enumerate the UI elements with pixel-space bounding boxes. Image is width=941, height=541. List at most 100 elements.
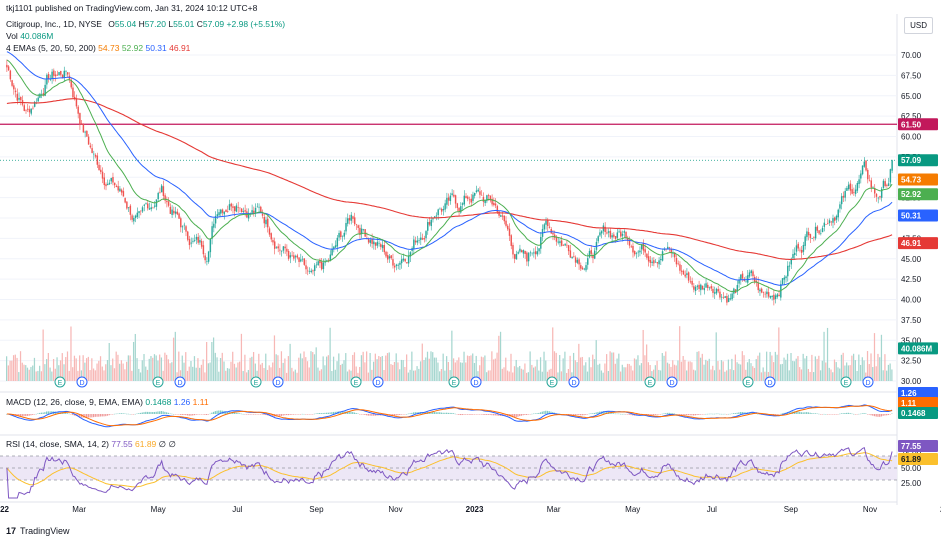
- macd-hist-bar: [237, 413, 239, 414]
- candle-body: [105, 184, 107, 187]
- candle-body: [357, 225, 359, 228]
- macd-hist-bar: [442, 412, 444, 414]
- macd-legend[interactable]: MACD (12, 26, close, 9, EMA, EMA) 0.1468…: [6, 397, 209, 408]
- volume-bar: [181, 355, 183, 381]
- volume-bar: [14, 354, 16, 381]
- volume-bar: [656, 360, 658, 381]
- volume-bar: [666, 362, 669, 381]
- volume-bar: [552, 327, 554, 381]
- low-label: L: [168, 19, 174, 29]
- volume-bar: [792, 360, 794, 381]
- volume-bar: [284, 358, 286, 381]
- volume-bar: [336, 361, 338, 381]
- volume-bar: [875, 366, 877, 381]
- currency-button[interactable]: USD: [904, 17, 933, 34]
- macd-hist-bar: [680, 414, 683, 415]
- volume-bar: [233, 363, 236, 381]
- candle-body: [639, 250, 641, 253]
- macd-hist-bar: [852, 413, 855, 415]
- macd-hist-bar: [844, 412, 846, 414]
- macd-hist-bar: [226, 411, 229, 414]
- candle-body: [875, 193, 878, 197]
- candle-body: [348, 218, 351, 221]
- macd-hist-bar: [355, 412, 357, 414]
- macd-hist-bar: [143, 412, 145, 414]
- volume-bar: [379, 356, 382, 381]
- candle-body: [686, 273, 688, 275]
- symbol-legend: Citigroup, Inc., 1D, NYSE O55.04 H57.20 …: [6, 19, 285, 30]
- candle-body: [107, 183, 109, 186]
- volume-legend[interactable]: Vol 40.086M: [6, 31, 53, 42]
- candle-body: [675, 257, 678, 265]
- candle-body: [700, 284, 702, 291]
- rsi-empty-1: ∅: [158, 439, 167, 449]
- volume-bar: [259, 364, 262, 381]
- macd-hist-bar: [512, 414, 514, 418]
- macd-hist-bar: [89, 414, 91, 418]
- volume-bar: [684, 359, 686, 381]
- volume-bar: [146, 369, 149, 381]
- volume-bar: [795, 358, 797, 381]
- symbol-name[interactable]: Citigroup, Inc., 1D, NYSE: [6, 19, 102, 29]
- volume-bar: [519, 365, 521, 381]
- candle-body: [512, 244, 514, 255]
- volume-bar: [58, 365, 60, 381]
- candle-body: [781, 278, 784, 285]
- volume-bar: [153, 354, 156, 381]
- candle-body: [200, 240, 203, 247]
- volume-bar: [89, 370, 91, 381]
- candle-body: [842, 195, 845, 198]
- ema-legend[interactable]: 4 EMAs (5, 20, 50, 200) 54.73 52.92 50.3…: [6, 43, 190, 54]
- volume-bar: [698, 351, 700, 381]
- volume-bar: [52, 358, 55, 381]
- rsi-empty-2: ∅: [168, 439, 176, 449]
- candle-body: [362, 229, 365, 231]
- volume-bar: [515, 359, 517, 381]
- macd-hist-bar: [197, 414, 199, 415]
- candle-body: [183, 224, 186, 226]
- candle-body: [112, 177, 114, 183]
- macd-hist-bar: [155, 411, 157, 414]
- macd-hist-bar: [597, 411, 599, 414]
- volume-bar: [821, 360, 823, 381]
- macd-hist-bar: [211, 412, 213, 414]
- candle-body: [390, 255, 392, 259]
- macd-hist-bar: [686, 414, 688, 416]
- volume-bar: [557, 372, 559, 381]
- ema-label: 4 EMAs (5, 20, 50, 200): [6, 43, 96, 53]
- volume-bar: [247, 369, 249, 381]
- candle-body: [649, 259, 652, 263]
- candle-body: [263, 217, 266, 224]
- candle-body: [32, 107, 34, 109]
- candle-body: [809, 234, 812, 238]
- volume-bar: [468, 356, 470, 381]
- macd-hist-bar: [599, 411, 601, 414]
- candle-body: [865, 160, 867, 171]
- volume-bar: [545, 360, 547, 381]
- candle-body: [294, 256, 297, 258]
- macd-hist-bar: [232, 412, 234, 414]
- candle-body: [467, 196, 469, 199]
- volume-bar: [611, 352, 613, 381]
- macd-hist-bar: [437, 412, 439, 414]
- volume-bar: [343, 360, 345, 381]
- macd-hist-bar: [692, 414, 695, 416]
- volume-bar: [192, 366, 194, 381]
- volume-bar: [329, 327, 331, 381]
- macd-hist-bar: [494, 414, 496, 416]
- volume-bar: [119, 363, 121, 381]
- macd-hist-bar: [651, 414, 653, 416]
- macd-hist-bar: [146, 411, 149, 414]
- macd-hist-bar: [157, 411, 159, 414]
- macd-hist-bar: [576, 414, 578, 416]
- macd-hist-bar: [393, 414, 396, 416]
- volume-bar: [287, 356, 289, 381]
- candle-body: [555, 236, 558, 242]
- tradingview-logo[interactable]: 17 TradingView: [6, 526, 70, 536]
- rsi-legend[interactable]: RSI (14, close, SMA, 14, 2) 77.55 61.89 …: [6, 439, 176, 450]
- candle-body: [190, 242, 192, 244]
- macd-hist-bar: [190, 414, 192, 416]
- volume-bar: [590, 367, 592, 381]
- candle-body: [658, 260, 660, 265]
- candle-body: [821, 227, 824, 233]
